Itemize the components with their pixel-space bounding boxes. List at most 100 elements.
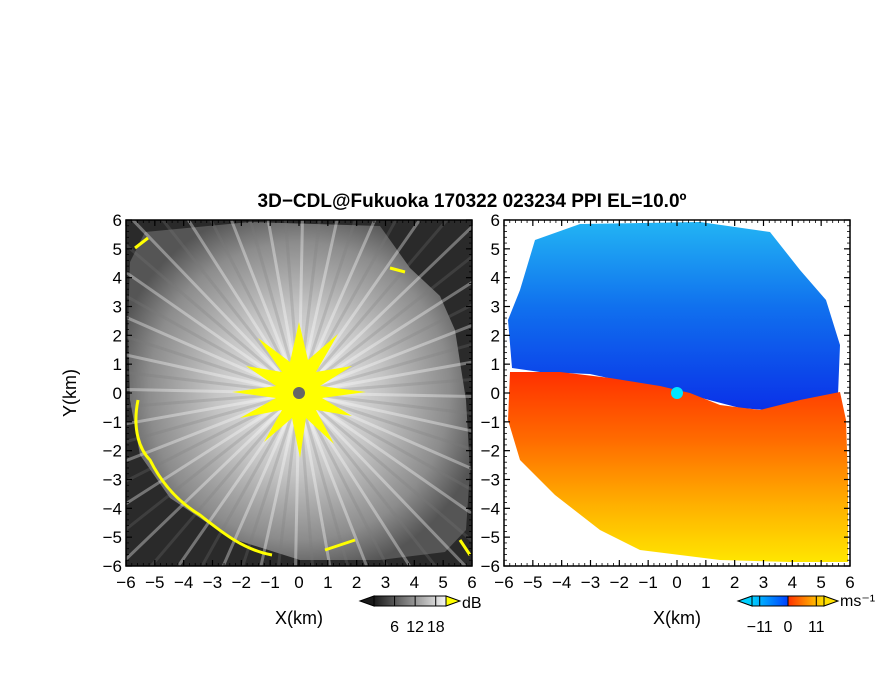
snr-edge-highlight-2 (134, 236, 472, 556)
snr-ray (160, 220, 301, 394)
velocity-x-tick-label: −6 (494, 573, 513, 592)
velocity-x-tick-label: 6 (845, 573, 854, 592)
snr-ray (221, 392, 301, 566)
snr-ray (241, 392, 301, 566)
snr-rays (126, 220, 472, 566)
velocity-colorbar-tick-label: −11 (747, 619, 773, 636)
snr-ray (297, 392, 332, 566)
velocity-colorbar-tick-label: 0 (784, 619, 793, 636)
snr-ray (126, 391, 300, 444)
snr-colorbar-bar (373, 595, 447, 607)
velocity-x-tick-label: 0 (672, 573, 681, 592)
snr-x-tick-label: 4 (410, 573, 419, 592)
snr-x-tick-label: 6 (467, 573, 476, 592)
snr-ray (298, 391, 472, 451)
snr-ray (298, 254, 472, 395)
snr-x-tick-label: 2 (352, 573, 361, 592)
velocity-x-tick-label: 3 (759, 573, 768, 592)
velocity-colorbar-ticks: −11 0 11 (747, 596, 825, 636)
snr-x-tick-label: 1 (323, 573, 332, 592)
velocity-panel (504, 220, 850, 566)
snr-ray (297, 220, 449, 394)
velocity-y-tick-label: 0 (491, 384, 500, 403)
radar-site-marker (671, 387, 683, 399)
snr-colorbar-tick-label: 18 (427, 619, 445, 636)
snr-ray (297, 392, 350, 566)
snr-ray (298, 391, 472, 543)
velocity-receding-region (508, 372, 848, 562)
velocity-x-tick-label: 2 (730, 573, 739, 592)
snr-y-tick-label: 4 (113, 269, 122, 288)
snr-ray (297, 220, 339, 394)
snr-ray (297, 225, 472, 395)
velocity-approaching-region (508, 222, 840, 412)
snr-ray (126, 391, 301, 561)
snr-ray (298, 391, 472, 416)
snr-ray (297, 220, 357, 394)
snr-ray (126, 391, 300, 532)
snr-y-tick-label: 5 (113, 240, 122, 259)
axes: −6 −5 −4 −3 −2 −1 0 1 2 3 4 5 6−6−5−4−3−2−10123456−6… (103, 211, 855, 592)
velocity-y-tick-label: −3 (481, 471, 500, 490)
snr-y-tick-label: 6 (113, 211, 122, 230)
snr-x-tick-label: −2 (232, 573, 251, 592)
snr-ray (298, 360, 472, 395)
snr-ray (126, 315, 300, 395)
velocity-colorbar-tick-label: 11 (808, 619, 825, 636)
snr-x-axis-label: X(km) (275, 608, 323, 628)
snr-y-tick-label: −3 (103, 471, 122, 490)
snr-x-tick-label: 5 (438, 573, 447, 592)
velocity-x-tick-label: −2 (610, 573, 629, 592)
snr-x-tick-label: −3 (203, 573, 222, 592)
snr-ray (126, 243, 300, 395)
velocity-y-tick-label: −5 (481, 528, 500, 547)
velocity-y-tick-label: −6 (481, 557, 500, 576)
snr-ray (126, 335, 300, 395)
snr-colorbar-tick-label: 12 (406, 619, 424, 636)
snr-ray (248, 220, 301, 394)
velocity-y-tick-label: −4 (481, 499, 500, 518)
snr-y-tick-label: −6 (103, 557, 122, 576)
snr-ray (259, 392, 301, 566)
snr-x-tick-label: −6 (116, 573, 135, 592)
velocity-x-tick-label: 4 (788, 573, 797, 592)
snr-x-tick-label: −4 (174, 573, 193, 592)
velocity-x-axis-label: X(km) (653, 608, 701, 628)
snr-ray (297, 392, 438, 566)
velocity-x-tick-label: −5 (523, 573, 542, 592)
chart-title: 3D−CDL@Fukuoka 170322 023234 PPI EL=10.0… (258, 191, 687, 212)
snr-ray (298, 323, 472, 395)
velocity-colorbar-over-arrow (823, 595, 840, 607)
snr-colorbar-under-arrow (358, 595, 375, 607)
snr-colorbar-ticks: 6 12 18 (390, 596, 445, 636)
snr-ray (298, 391, 472, 516)
snr-y-tick-label: 3 (113, 298, 122, 317)
radar-site-marker (293, 387, 305, 399)
snr-ray (126, 391, 300, 506)
snr-x-tick-label: 0 (294, 573, 303, 592)
velocity-x-tick-label: −3 (581, 573, 600, 592)
snr-ray (126, 391, 300, 409)
velocity-y-tick-label: 5 (491, 240, 500, 259)
snr-y-tick-label: −5 (103, 528, 122, 547)
snr-y-tick-label: −1 (103, 413, 122, 432)
snr-ray (298, 342, 472, 395)
velocity-y-tick-label: 6 (491, 211, 500, 230)
snr-y-tick-label: 0 (113, 384, 122, 403)
velocity-x-tick-label: 1 (701, 573, 710, 592)
velocity-x-tick-label: 5 (816, 573, 825, 592)
snr-y-tick-label: −4 (103, 499, 122, 518)
snr-colorbar-over-arrow (445, 595, 462, 607)
snr-edge-highlight (134, 399, 273, 557)
snr-ray (126, 391, 300, 426)
velocity-y-tick-label: 3 (491, 298, 500, 317)
snr-colorbar-tick-label: 6 (390, 619, 399, 636)
velocity-x-tick-label: −1 (638, 573, 657, 592)
velocity-y-tick-label: 1 (491, 355, 500, 374)
snr-ray (149, 392, 301, 566)
snr-ray (276, 392, 301, 566)
snr-x-tick-label: −1 (260, 573, 279, 592)
snr-colorbar: dB 6 12 18 (358, 595, 482, 636)
snr-ray (297, 392, 369, 566)
